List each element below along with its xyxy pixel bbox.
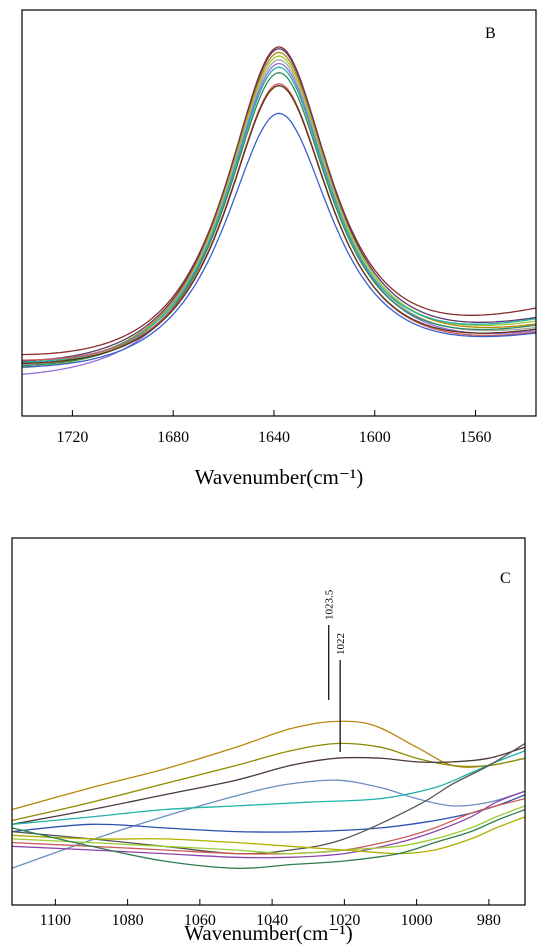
panel-b-x-tick-label: 1560 bbox=[460, 429, 492, 446]
panel-c-x-tick-label: 980 bbox=[477, 912, 501, 929]
panel-c-series-line bbox=[11, 742, 526, 822]
panel-b-series-line bbox=[22, 83, 537, 361]
panel-b-series-group bbox=[21, 46, 537, 375]
panel-b-x-tick-label: 1720 bbox=[56, 429, 88, 446]
panel-b-series-line bbox=[21, 51, 537, 365]
panel-b-chart: 1720 1680 1640 1600 1560 B Wavenumber(cm⁻¹) bbox=[21, 9, 537, 489]
panel-b-series-line bbox=[21, 46, 537, 356]
panel-c-chart: 1023.5 1022 1100 1080 1060 1040 1020 1000 980 C… bbox=[11, 537, 526, 945]
panel-b-series-line bbox=[21, 112, 537, 368]
panel-c-series-line bbox=[11, 750, 526, 825]
panel-c-x-tick-label: 1040 bbox=[256, 912, 288, 929]
panel-c-annotations: 1023.5 1022 bbox=[324, 589, 347, 752]
annotation-1022-label: 1022 bbox=[335, 633, 347, 655]
panel-b-label: B bbox=[485, 25, 496, 42]
panel-c-plot-frame bbox=[11, 537, 526, 906]
panel-b-series-line bbox=[22, 85, 537, 364]
panel-b-series-line bbox=[21, 66, 537, 363]
panel-b-x-tick-label: 1600 bbox=[359, 429, 391, 446]
panel-c-x-ticks: 1100 1080 1060 1040 1020 1000 980 bbox=[40, 899, 501, 929]
panel-b-series-line bbox=[21, 62, 537, 375]
panel-b-x-axis-title: Wavenumber(cm⁻¹) bbox=[195, 465, 363, 489]
panel-c-label: C bbox=[500, 570, 511, 587]
annotation-1023-5-label: 1023.5 bbox=[324, 589, 336, 620]
panel-c-series-group bbox=[11, 720, 526, 870]
panel-b-series-line bbox=[21, 59, 537, 366]
panel-b-plot-frame bbox=[21, 9, 537, 417]
panel-b-x-ticks: 1720 1680 1640 1600 1560 bbox=[56, 410, 492, 446]
panel-c-series-line bbox=[11, 746, 526, 825]
panel-c-x-tick-label: 1020 bbox=[328, 912, 360, 929]
panel-c-series-line bbox=[11, 720, 526, 811]
panel-c-series-line bbox=[11, 742, 526, 855]
panel-c-x-axis-title: Wavenumber(cm⁻¹) bbox=[184, 921, 352, 945]
panel-c-series-line bbox=[11, 808, 526, 870]
panel-b-series-line bbox=[21, 48, 537, 362]
panel-c-series-line bbox=[11, 779, 526, 869]
panel-b-x-tick-label: 1680 bbox=[157, 429, 189, 446]
panel-c-series-line bbox=[11, 790, 526, 859]
panel-c-x-tick-label: 1080 bbox=[112, 912, 144, 929]
panel-c-x-tick-label: 1100 bbox=[40, 912, 71, 929]
panel-c-x-tick-label: 1060 bbox=[184, 912, 216, 929]
panel-b-x-tick-label: 1640 bbox=[258, 429, 290, 446]
panel-c-series-line bbox=[11, 816, 526, 855]
panel-c-x-tick-label: 1000 bbox=[401, 912, 433, 929]
